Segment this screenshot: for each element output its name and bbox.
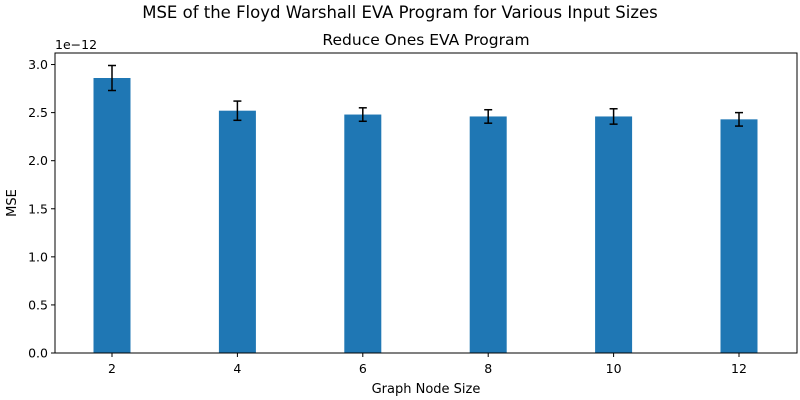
bar-12 <box>720 119 758 353</box>
error-bar-6 <box>358 107 367 123</box>
chart-title: MSE of the Floyd Warshall EVA Program fo… <box>142 3 658 22</box>
error-bar-8 <box>484 108 493 124</box>
y-tick-label: 3.0 <box>28 57 48 72</box>
x-tick-label: 10 <box>606 361 622 376</box>
bar-2 <box>93 78 131 353</box>
y-axis-label: MSE <box>5 189 20 217</box>
y-tick-label: 0.0 <box>28 346 48 361</box>
error-bar-10 <box>609 108 618 125</box>
y-tick-label: 2.5 <box>28 105 48 120</box>
bar-4 <box>218 110 256 353</box>
y-tick-label: 2.0 <box>28 153 48 168</box>
x-tick-label: 8 <box>484 361 492 376</box>
x-axis-label: Graph Node Size <box>372 382 481 397</box>
bar-6 <box>344 114 382 354</box>
x-tick-label: 2 <box>108 361 116 376</box>
y-offset-text: 1e−12 <box>55 37 97 52</box>
x-tick-label: 4 <box>233 361 241 376</box>
bar-group <box>93 78 758 354</box>
bar-10 <box>595 116 633 353</box>
y-tick-label: 0.5 <box>28 297 48 312</box>
y-tick-label: 1.5 <box>28 201 48 216</box>
bar-8 <box>469 116 507 353</box>
x-axis: 2 4 6 8 10 12 <box>108 353 747 376</box>
y-tick-label: 1.0 <box>28 249 48 264</box>
error-bar-12 <box>735 111 743 127</box>
y-axis: 0.0 0.5 1.0 1.5 2.0 2.5 3.0 <box>28 57 55 361</box>
chart-subtitle: Reduce Ones EVA Program <box>322 31 529 49</box>
x-tick-label: 12 <box>731 361 747 376</box>
x-tick-label: 6 <box>359 361 367 376</box>
error-bar-group <box>108 64 743 127</box>
error-bar-2 <box>108 64 116 92</box>
plot-frame <box>54 52 798 354</box>
error-bar-4 <box>233 100 242 122</box>
